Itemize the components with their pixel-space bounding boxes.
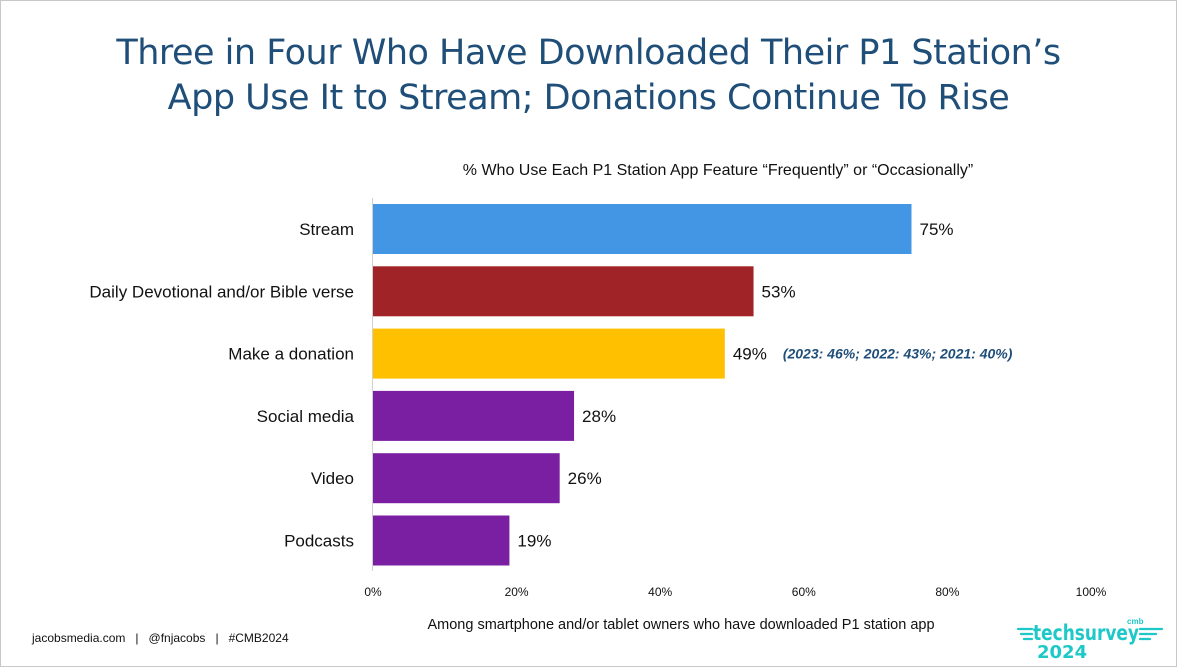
value-label-1: 53% xyxy=(762,282,796,301)
value-labels-layer: 75% 53% 49% 28% 26% 19% xyxy=(517,220,953,551)
annotation-2-0: (2023: 46%; 2022: 43%; 2021: 40%) xyxy=(783,346,1013,362)
bar-2 xyxy=(373,328,725,379)
category-label-4: Video xyxy=(311,469,354,488)
bar-1 xyxy=(373,266,754,317)
x-tick-labels-layer: 0% 20% 40% 60% 80% 100% xyxy=(364,585,1106,599)
category-label-5: Podcasts xyxy=(284,532,354,551)
bar-5 xyxy=(373,515,510,566)
category-label-0: Stream xyxy=(299,220,354,239)
category-label-2: Make a donation xyxy=(228,345,354,364)
footer-separator-1: | xyxy=(135,631,139,645)
x-tick-label-3: 60% xyxy=(792,585,816,599)
page-title: Three in Four Who Have Downloaded Their … xyxy=(41,31,1136,121)
logo-year: 2024 xyxy=(1037,642,1087,662)
title-line-1: Three in Four Who Have Downloaded Their … xyxy=(116,33,1061,73)
value-label-4: 26% xyxy=(568,469,602,488)
logo-word: techsurvey xyxy=(1033,621,1139,645)
footer-separator-2: | xyxy=(215,631,219,645)
value-label-3: 28% xyxy=(582,407,616,426)
value-label-5: 19% xyxy=(517,532,551,551)
chart-title: % Who Use Each P1 Station App Feature “F… xyxy=(462,162,974,179)
category-label-3: Social media xyxy=(257,407,355,426)
x-tick-label-5: 100% xyxy=(1076,585,1107,599)
annotations-layer: (2023: 46%; 2022: 43%; 2021: 40%) xyxy=(783,346,1013,362)
footer-hashtag: #CMB2024 xyxy=(228,631,289,645)
logo-speed-lines xyxy=(1016,627,1164,641)
footer-credits: jacobsmedia.com | @fnjacobs | #CMB2024 xyxy=(32,631,289,645)
techsurvey-logo: cmb techsurvey 2024 xyxy=(1016,617,1164,662)
category-labels-layer: Stream Daily Devotional and/or Bible vers… xyxy=(89,220,354,551)
x-tick-label-2: 40% xyxy=(648,585,672,599)
bar-3 xyxy=(373,390,575,441)
x-tick-label-0: 0% xyxy=(364,585,382,599)
bar-0 xyxy=(373,204,912,254)
bars-layer xyxy=(373,204,912,566)
bar-4 xyxy=(373,453,560,504)
value-label-0: 75% xyxy=(920,220,954,239)
category-label-1: Daily Devotional and/or Bible verse xyxy=(89,282,354,301)
title-line-2: App Use It to Stream; Donations Continue… xyxy=(167,78,1010,118)
footer-site: jacobsmedia.com xyxy=(32,631,126,645)
x-tick-label-4: 80% xyxy=(935,585,959,599)
footer-handle: @fnjacobs xyxy=(148,631,206,645)
logo-small-text: cmb xyxy=(1127,617,1144,626)
value-label-2: 49% xyxy=(733,345,767,364)
x-tick-label-1: 20% xyxy=(505,585,529,599)
footnote: Among smartphone and/or tablet owners wh… xyxy=(427,617,935,633)
